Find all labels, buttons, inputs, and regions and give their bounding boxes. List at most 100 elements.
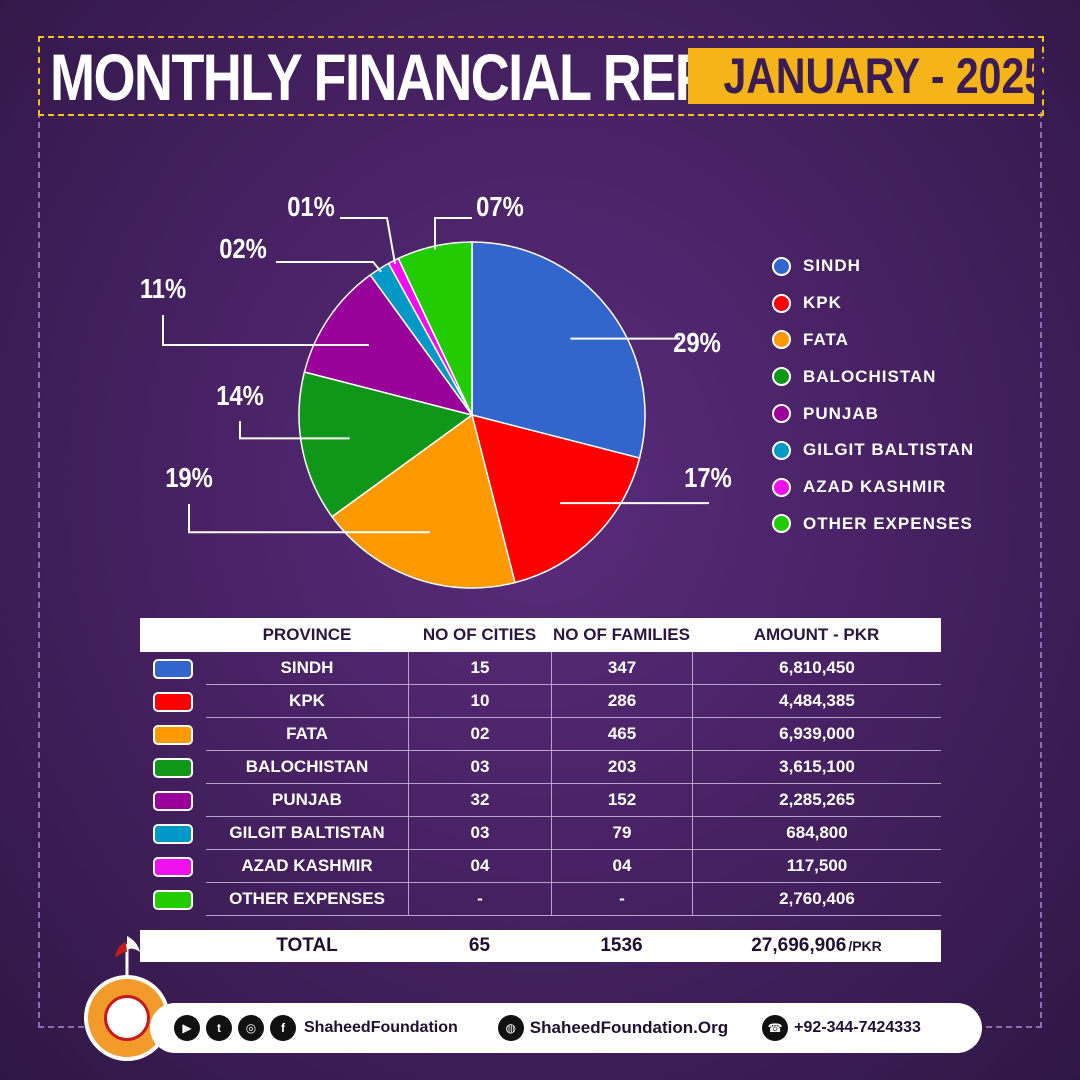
header: MONTHLY FINANCIAL REPORT JANUARY - 2025: [38, 36, 1047, 116]
facebook-icon[interactable]: f: [270, 1015, 296, 1041]
legend-item: SINDH: [772, 248, 974, 285]
cell-amount: 2,760,406: [692, 883, 941, 916]
pie-slice-punjab: [303, 273, 474, 417]
legend-label: FATA: [803, 329, 849, 349]
cell-families: -: [551, 883, 692, 916]
cell-families: 203: [551, 751, 692, 784]
pie-slice-balochistan: [298, 371, 474, 518]
table-row: OTHER EXPENSES - -2,760,406: [140, 883, 941, 916]
logo-flag-icon: [115, 936, 140, 980]
legend-label: GILGIT BALTISTAN: [803, 440, 975, 460]
total-label: TOTAL: [276, 935, 338, 956]
legend-swatch: [772, 256, 791, 276]
cell-cities: -: [408, 883, 551, 916]
footer-bar: ▶ t ◎ f ShaheedFoundation ◍ ShaheedFound…: [150, 1003, 982, 1053]
cell-cities: 03: [408, 817, 551, 850]
cell-cities: 02: [408, 718, 551, 751]
legend-swatch: [772, 367, 791, 387]
pie-label: 14%: [216, 379, 264, 411]
row-color-swatch: [153, 658, 193, 679]
table-header: PROVINCE NO OF CITIES NO OF FAMILIES AMO…: [140, 618, 941, 652]
cell-cities: 04: [408, 850, 551, 883]
cell-province: GILGIT BALTISTAN: [206, 817, 408, 850]
website-link[interactable]: ShaheedFoundation.Org: [529, 1018, 729, 1037]
pie-label: 01%: [287, 190, 335, 222]
cell-amount: 4,484,385: [692, 685, 941, 718]
total-amount-value: 27,696,906: [751, 935, 847, 956]
cell-province: OTHER EXPENSES: [206, 883, 408, 916]
pie-label: 19%: [165, 461, 213, 493]
legend-swatch: [772, 330, 791, 350]
legend-label: OTHER EXPENSES: [803, 513, 973, 533]
legend-label: PUNJAB: [803, 403, 879, 423]
legend-swatch: [772, 477, 791, 497]
phone-group: ☎ +92-344-7424333: [762, 1015, 921, 1041]
legend-label: BALOCHISTAN: [803, 366, 937, 386]
header-province: PROVINCE: [262, 625, 352, 644]
row-color-swatch: [153, 691, 193, 712]
website-group: ◍ ShaheedFoundation.Org: [497, 1015, 729, 1041]
social-handle[interactable]: ShaheedFoundation: [304, 1019, 458, 1036]
legend-item: FATA: [772, 322, 974, 359]
cell-families: 286: [551, 685, 692, 718]
pie-label: 07%: [476, 190, 524, 222]
chart-legend: SINDH KPK FATA BALOCHISTAN PUNJAB GILGIT BALT…: [772, 248, 974, 542]
leader-line: [188, 504, 430, 534]
pie-label: 17%: [684, 461, 732, 493]
total-row: TOTAL 65 1536 27,696,906 /PKR: [140, 930, 941, 962]
cell-province: PUNJAB: [206, 784, 408, 817]
twitter-icon[interactable]: t: [206, 1015, 232, 1041]
legend-swatch: [772, 293, 791, 313]
table-row: KPK 10 286 4,484,385: [140, 685, 941, 718]
instagram-icon[interactable]: ◎: [238, 1015, 264, 1041]
legend-item: AZAD KASHMIR: [772, 469, 974, 506]
legend-swatch: [772, 514, 791, 534]
legend-label: KPK: [803, 293, 842, 313]
leader-line: [162, 315, 369, 346]
leader-line: [434, 217, 472, 250]
leader-line: [276, 261, 382, 273]
leader-line: [239, 421, 350, 440]
total-cities: 65: [468, 935, 491, 956]
legend-item: KPK: [772, 285, 974, 322]
header-families: NO OF FAMILIES: [553, 625, 690, 644]
period-badge: JANUARY - 2025: [688, 48, 1047, 104]
youtube-icon[interactable]: ▶: [174, 1015, 200, 1041]
table-row: BALOCHISTAN 03 203 3,615,100: [140, 751, 941, 784]
cell-province: AZAD KASHMIR: [206, 850, 408, 883]
legend-label: AZAD KASHMIR: [803, 477, 947, 497]
pie-label: 02%: [219, 232, 267, 264]
row-color-swatch: [153, 889, 193, 910]
cell-cities: 15: [408, 652, 551, 685]
cell-amount: 6,810,450: [692, 652, 941, 685]
table-row: GILGIT BALTISTAN 03 79 684,800: [140, 817, 941, 850]
cell-cities: 32: [408, 784, 551, 817]
cell-families: 79: [551, 817, 692, 850]
cell-families: 152: [551, 784, 692, 817]
cell-province: KPK: [206, 685, 408, 718]
legend-swatch: [772, 404, 791, 424]
phone-number[interactable]: +92-344-7424333: [794, 1019, 921, 1036]
row-color-swatch: [153, 823, 193, 844]
social-group: ▶ t ◎ f ShaheedFoundation: [174, 1015, 458, 1041]
pie-slice-kpk: [470, 413, 641, 584]
cell-amount: 684,800: [692, 817, 941, 850]
legend-item: OTHER EXPENSES: [772, 506, 974, 543]
cell-province: FATA: [206, 718, 408, 751]
pie-label: 29%: [673, 326, 721, 358]
cell-amount: 6,939,000: [692, 718, 941, 751]
header-cities: NO OF CITIES: [422, 625, 537, 644]
legend-item: GILGIT BALTISTAN: [772, 432, 974, 469]
legend-item: PUNJAB: [772, 395, 974, 432]
cell-families: 347: [551, 652, 692, 685]
total-amount: 27,696,906 /PKR: [692, 930, 941, 962]
cell-amount: 2,285,265: [692, 784, 941, 817]
row-color-swatch: [153, 757, 193, 778]
cell-amount: 3,615,100: [692, 751, 941, 784]
total-amount-unit: /PKR: [848, 938, 882, 954]
cell-families: 04: [551, 850, 692, 883]
leader-line: [340, 217, 397, 265]
legend-label: SINDH: [803, 256, 861, 276]
table-body: SINDH 15 347 6,810,450 KPK 10 286 4,484,385 FATA…: [140, 652, 941, 916]
